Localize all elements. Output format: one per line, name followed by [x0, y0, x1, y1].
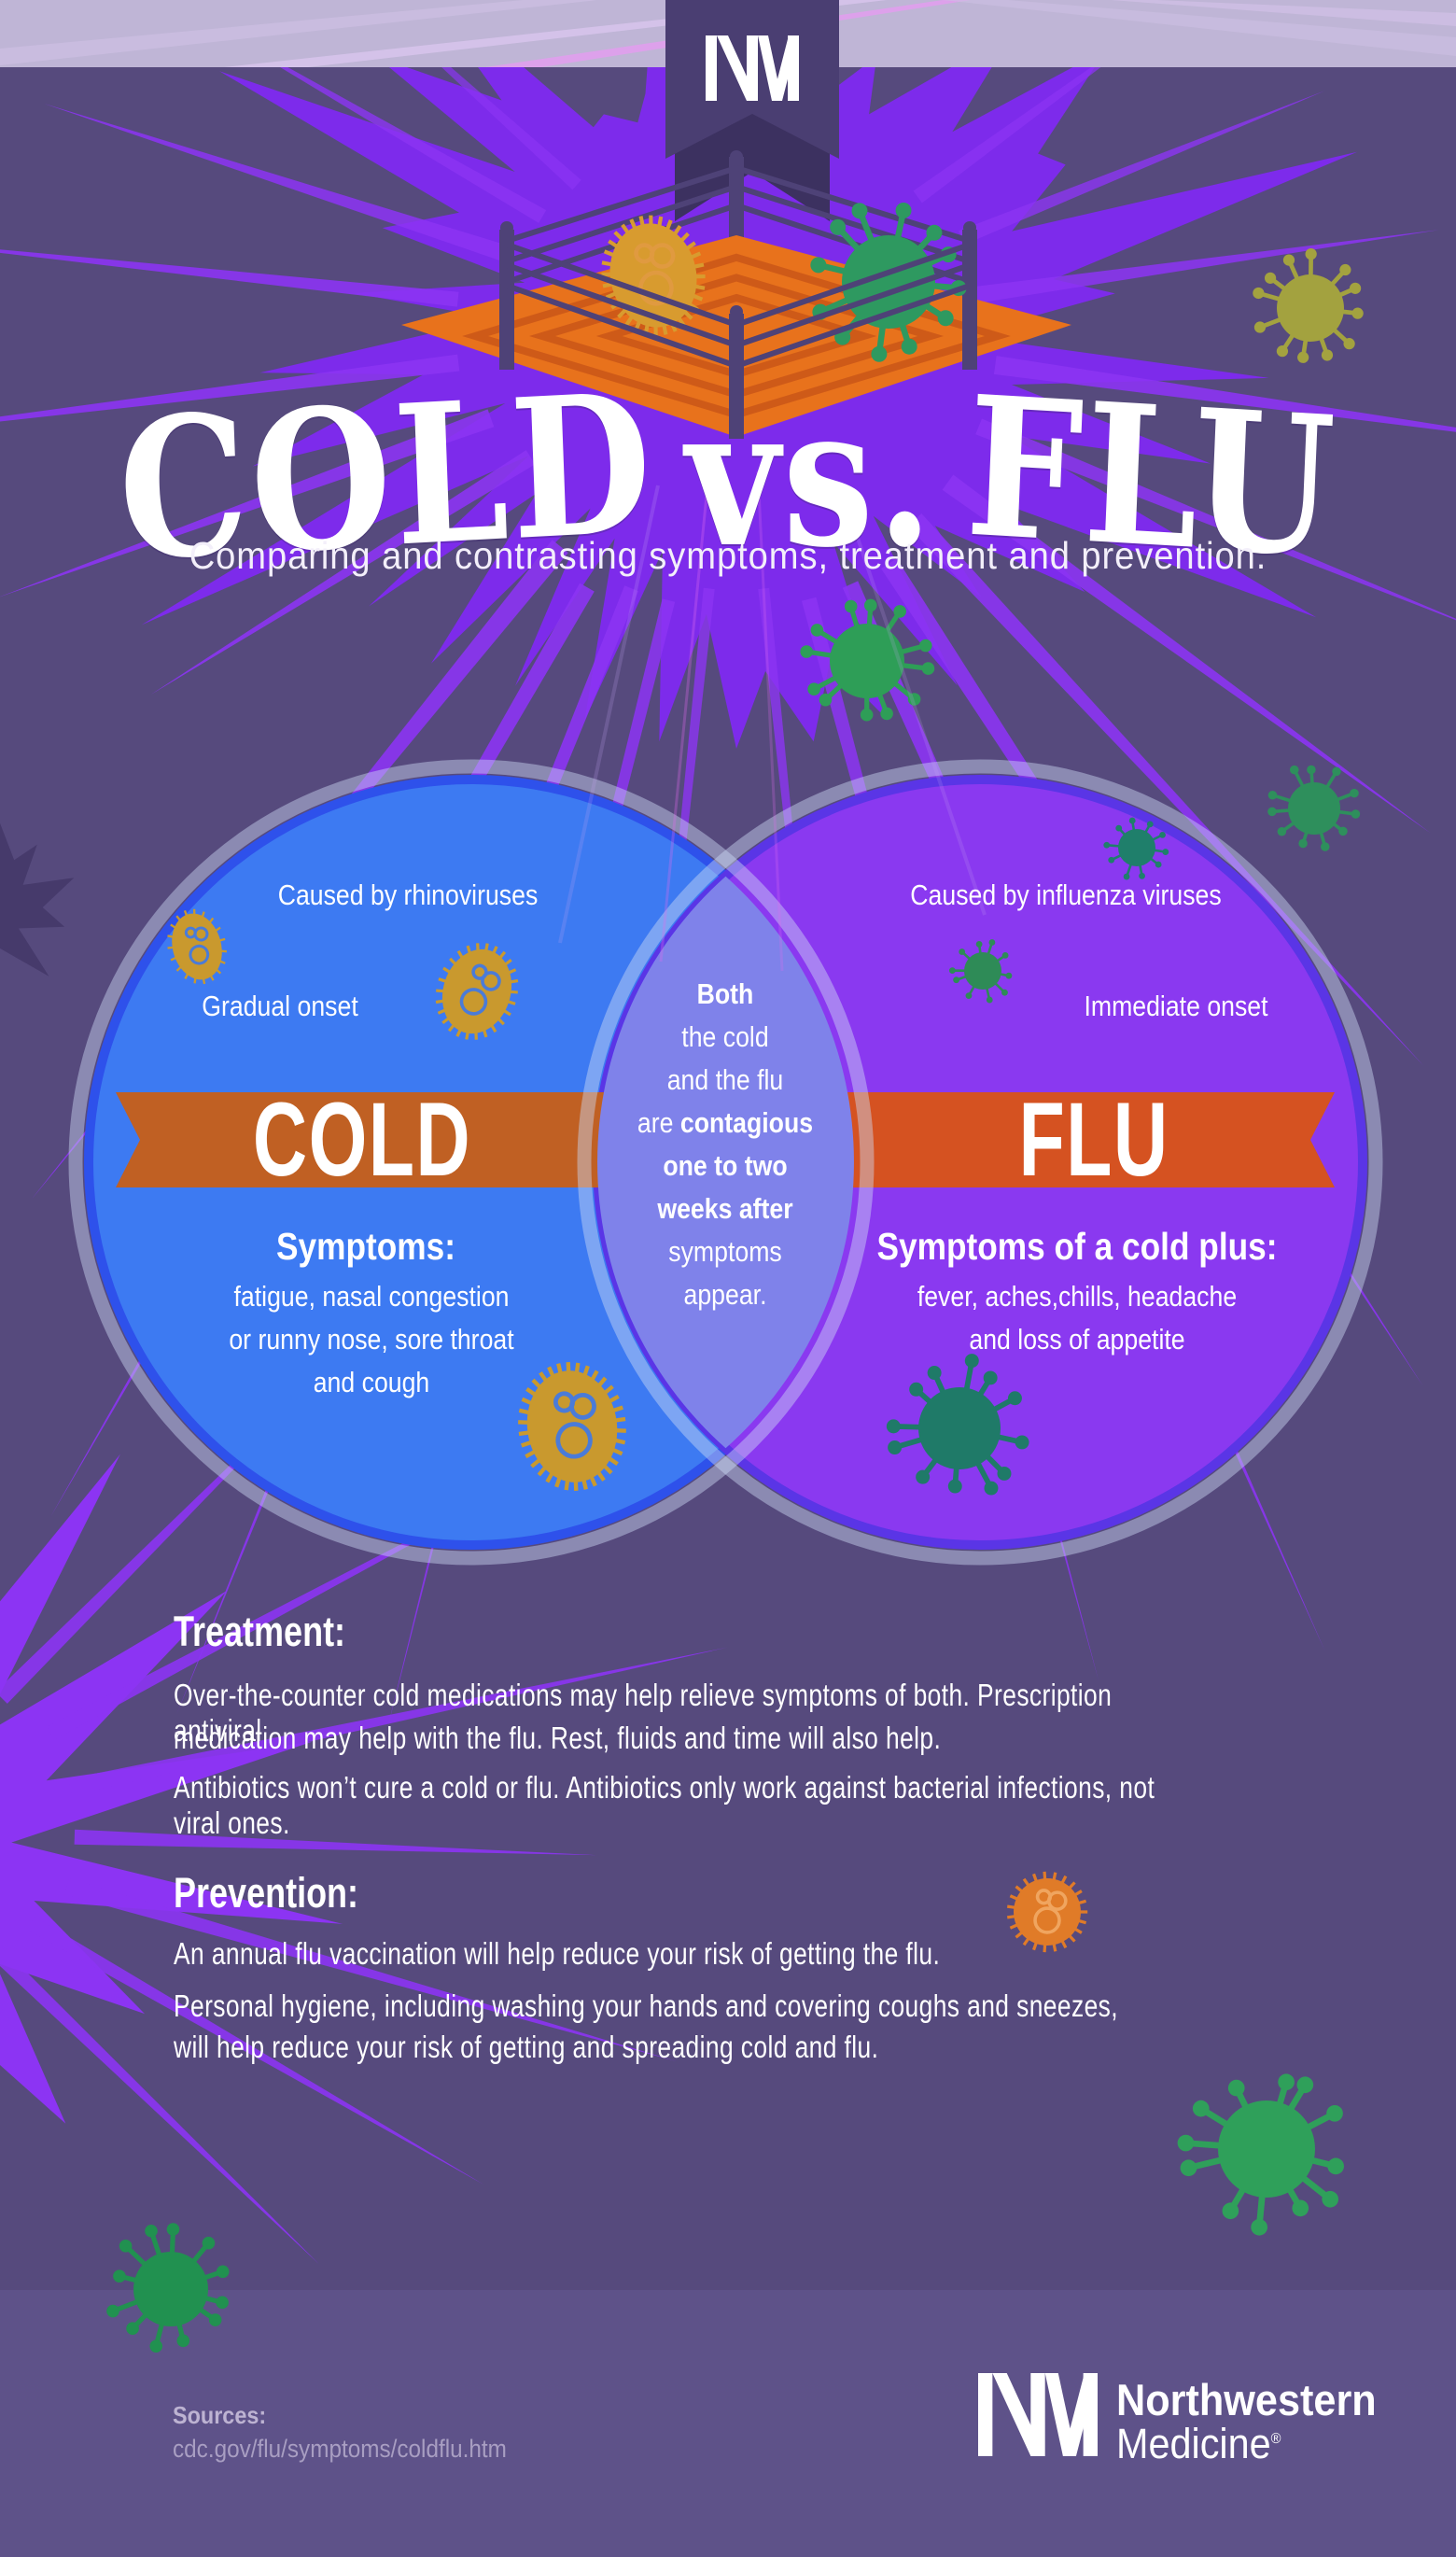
flu-banner-label: FLU: [1018, 1081, 1169, 1198]
page-title: COLD vs. FLU: [115, 350, 1341, 604]
flu-onset: Immediate onset: [1084, 990, 1268, 1022]
prevention-paragraph1: An annual flu vaccination will help redu…: [174, 1936, 941, 1971]
rhinovirus-icon: [518, 1362, 626, 1491]
brand-name-line2: Medicine®: [1116, 2420, 1281, 2467]
cold-symptoms-heading: Symptoms:: [275, 1225, 455, 1268]
cold-caused-by: Caused by rhinoviruses: [277, 878, 539, 911]
treatment-paragraph2: Antibiotics won’t cure a cold or flu. An…: [174, 1770, 1155, 1840]
prevention-paragraph2-line1: Personal hygiene, including washing your…: [174, 1988, 1118, 2023]
wrestling-ring-icon: [401, 150, 1071, 439]
prevention-heading: Prevention:: [174, 1869, 359, 1917]
nm-pennant-ribbon: [665, 0, 839, 221]
rhinovirus-icon: [167, 908, 228, 985]
cold-banner-label: COLD: [252, 1081, 472, 1198]
source-url: cdc.gov/flu/symptoms/coldflu.htm: [173, 2435, 507, 2463]
prevention-paragraph2-line2: will help reduce your risk of getting an…: [174, 2030, 879, 2064]
venn-overlap: [597, 876, 854, 1449]
band-rays: [0, 0, 1456, 67]
footer-band: [0, 2290, 1456, 2557]
overlay-rays: [558, 466, 987, 972]
influenza-virus-icon: [1253, 247, 1364, 363]
influenza-virus-icon: [1103, 817, 1169, 880]
registered-mark: ®: [1270, 2431, 1281, 2447]
flu-symptoms-text: fever, aches,chills, headache and loss o…: [917, 1280, 1238, 1356]
venn-diagram: [68, 759, 1383, 1566]
influenza-virus-icon: [886, 1354, 1029, 1496]
treatment-paragraph1-line1: Over-the-counter cold medications may he…: [174, 1678, 1113, 1748]
both-overlap-text: Both the cold and the flu are contagious…: [637, 977, 814, 1311]
influenza-virus-icon: [948, 939, 1013, 1004]
flu-caused-by: Caused by influenza viruses: [910, 878, 1222, 911]
page-subtitle: Comparing and contrasting symptoms, trea…: [189, 534, 1267, 577]
influenza-virus-icon: [810, 203, 967, 362]
influenza-virus-icon: [800, 598, 935, 722]
treatment-heading: Treatment:: [174, 1608, 346, 1655]
cold-symptoms-text: fatigue, nasal congestion or runny nose,…: [229, 1280, 514, 1398]
cold-banner-ribbon: [116, 1092, 672, 1187]
treatment-paragraph1-line2: medication may help with the flu. Rest, …: [174, 1721, 942, 1755]
cold-onset: Gradual onset: [202, 990, 358, 1022]
sources-label: Sources:: [173, 2401, 267, 2429]
influenza-virus-icon: [106, 2223, 230, 2353]
rhinovirus-icon: [1006, 1871, 1088, 1953]
brand-name-line1: Northwestern: [1116, 2375, 1377, 2424]
rhinovirus-icon: [435, 943, 519, 1040]
title-word-vs: vs.: [685, 364, 936, 590]
flu-symptoms-heading: Symptoms of a cold plus:: [876, 1225, 1278, 1268]
virus-decorations: [106, 247, 1364, 2353]
nm-monogram-footer-icon: [978, 2373, 1098, 2456]
influenza-virus-icon: [1177, 2073, 1345, 2236]
flu-banner-ribbon: [803, 1092, 1335, 1187]
influenza-virus-icon: [1267, 765, 1361, 851]
